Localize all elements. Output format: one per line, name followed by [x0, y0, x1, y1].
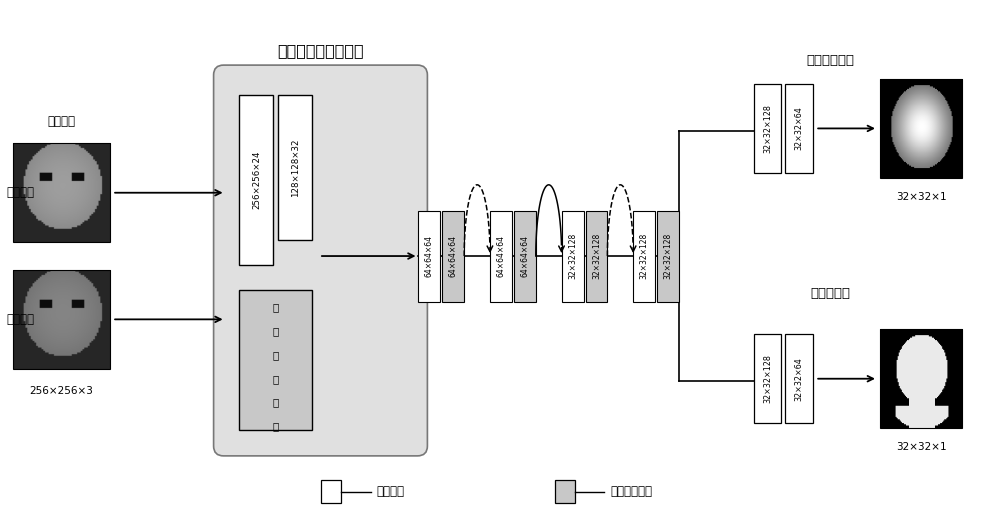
Text: 32×32×128: 32×32×128	[568, 233, 577, 279]
Bar	[785, 84, 813, 173]
Text: 输入图像: 输入图像	[47, 115, 75, 128]
Text: 32×32×128: 32×32×128	[592, 233, 601, 279]
Bar	[239, 290, 312, 430]
Text: 32×32×128: 32×32×128	[763, 104, 772, 153]
Text: 128×128×32: 128×128×32	[291, 139, 300, 197]
Bar	[13, 270, 110, 369]
Bar	[586, 211, 607, 302]
Text: 32×32×64: 32×32×64	[795, 357, 804, 400]
Text: 差: 差	[273, 303, 279, 313]
Text: 中心差分卷积: 中心差分卷积	[610, 485, 652, 498]
Text: 深度图生成器: 深度图生成器	[806, 54, 854, 67]
Bar	[13, 144, 110, 242]
Bar	[442, 211, 464, 302]
Text: 32×32×1: 32×32×1	[896, 192, 947, 202]
Text: 64×64×64: 64×64×64	[425, 235, 434, 277]
Text: 32×32×128: 32×32×128	[640, 233, 649, 279]
Bar	[657, 211, 679, 302]
Text: 64×64×64: 64×64×64	[449, 235, 458, 277]
Bar	[633, 211, 655, 302]
FancyBboxPatch shape	[214, 65, 427, 456]
Text: 模: 模	[273, 397, 279, 408]
Bar	[880, 329, 962, 428]
Bar	[562, 211, 584, 302]
Bar	[514, 211, 536, 302]
Text: 256×256×24: 256×256×24	[252, 151, 261, 209]
Text: 多尺度特征融合模块: 多尺度特征融合模块	[278, 43, 364, 58]
Text: 标准卷积: 标准卷积	[377, 485, 405, 498]
Bar	[785, 334, 813, 423]
Text: 真实人脸: 真实人脸	[7, 186, 35, 199]
Text: 欺诈人脸: 欺诈人脸	[7, 313, 35, 326]
Bar	[418, 211, 440, 302]
Bar	[239, 95, 273, 265]
Bar	[278, 95, 312, 240]
Bar	[490, 211, 512, 302]
Bar	[880, 79, 962, 178]
Text: 值: 值	[273, 326, 279, 336]
Text: 积: 积	[273, 374, 279, 384]
Text: 64×64×64: 64×64×64	[520, 235, 529, 277]
Text: 32×32×128: 32×32×128	[763, 354, 772, 403]
Text: 64×64×64: 64×64×64	[496, 235, 505, 277]
Bar	[321, 479, 341, 503]
Text: 256×256×3: 256×256×3	[30, 386, 93, 396]
Bar	[754, 84, 781, 173]
Text: 掩模生成器: 掩模生成器	[810, 287, 850, 300]
Text: 32×32×1: 32×32×1	[896, 442, 947, 452]
Bar	[754, 334, 781, 423]
Text: 卷: 卷	[273, 350, 279, 360]
Bar	[555, 479, 575, 503]
Text: 块: 块	[273, 421, 279, 431]
Text: 32×32×128: 32×32×128	[664, 233, 673, 279]
Text: 32×32×64: 32×32×64	[795, 107, 804, 150]
